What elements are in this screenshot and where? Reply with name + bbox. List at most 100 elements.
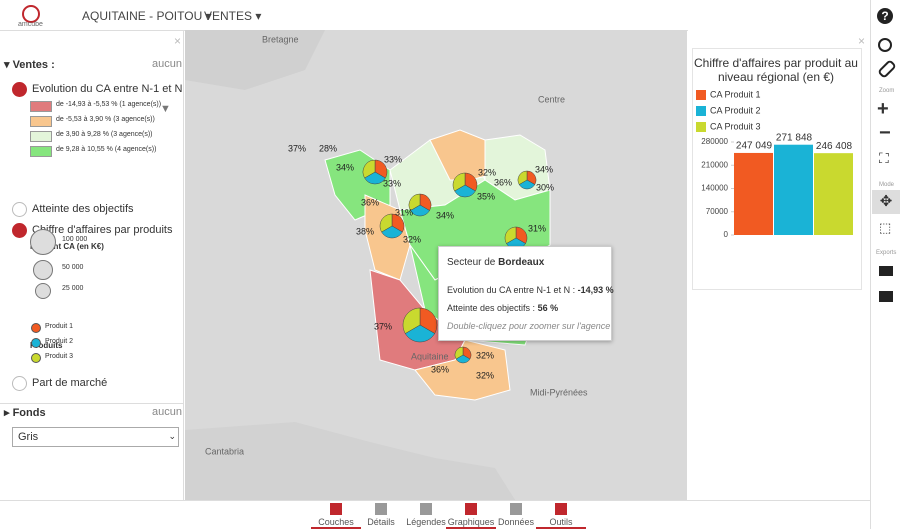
tooltip-label: Atteinte des objectifs : — [447, 303, 536, 313]
tooltip-hint: Double-cliquez pour zoomer sur l'agence — [447, 321, 611, 331]
search[interactable] — [878, 38, 892, 52]
clear[interactable]: aucun — [152, 58, 182, 70]
pie-slice — [454, 184, 476, 198]
product-dot — [31, 338, 41, 348]
map-label: 33% — [383, 178, 401, 188]
legend-label: de -5,53 à 3,90 % (3 agence(s)) — [56, 116, 155, 123]
select-tool[interactable]: ⬚ — [879, 220, 892, 235]
section-title: ▾ Ventes : — [4, 59, 55, 71]
close[interactable]: × — [174, 34, 182, 48]
pie-slice — [504, 226, 517, 244]
tab[interactable]: Graphiques — [446, 503, 496, 529]
bar — [774, 144, 813, 235]
map-label: 31% — [528, 223, 546, 233]
pie-slice — [410, 204, 430, 217]
legend-label: CA Produit 3 — [710, 121, 761, 131]
fullscreen[interactable]: ⛶ — [879, 150, 889, 166]
size-circle — [33, 260, 53, 280]
tab-icon — [555, 503, 567, 515]
map-label: 32% — [403, 234, 421, 244]
bar — [734, 152, 773, 235]
checkbox[interactable] — [12, 202, 27, 217]
tab[interactable]: Outils — [536, 503, 586, 529]
place-name: Bretagne — [262, 34, 299, 44]
checkbox[interactable] — [12, 82, 27, 97]
pie-slice — [404, 324, 436, 343]
zoom-out[interactable]: − — [879, 122, 891, 144]
region-menu[interactable]: AQUITAINE - POITOU ▾ — [82, 9, 212, 23]
tab-label[interactable]: Graphiques — [447, 517, 495, 527]
section: Ventes : — [12, 59, 55, 71]
sales-menu[interactable]: VENTES ▾ — [204, 9, 262, 23]
value-label: 271 848 — [776, 132, 813, 143]
product-dot — [31, 353, 41, 363]
pan[interactable]: ✥ — [872, 190, 900, 214]
tooltip-value: -14,93 % — [577, 285, 614, 295]
layer-label[interactable]: Evolution du CA entre N-1 et N — [32, 83, 183, 95]
legend-swatch — [696, 106, 706, 116]
map-label: 32% — [478, 167, 496, 177]
product-dot — [31, 323, 41, 333]
tab-label[interactable]: Données — [497, 517, 535, 527]
product-label: Produit 2 — [45, 338, 74, 345]
toolbar: ? Zoom + − ⛶ Mode ✥ ⬚ Exports — [870, 0, 900, 529]
layer-label[interactable]: Atteinte des objectifs — [32, 203, 134, 215]
map-label: 34% — [336, 162, 354, 172]
size-circle — [30, 229, 56, 255]
fonds: Fonds — [12, 407, 46, 419]
legend-label: CA Produit 1 — [710, 89, 761, 99]
logo: amcube — [18, 21, 43, 28]
checkbox[interactable] — [12, 223, 27, 238]
layer-label[interactable]: Chiffre d'affaires par produits — [32, 224, 173, 236]
tab-label[interactable]: Légendes — [406, 517, 446, 527]
tab-icon — [465, 503, 477, 515]
map-label: 35% — [477, 191, 495, 201]
bar — [814, 153, 853, 235]
tab-label[interactable]: Outils — [549, 517, 573, 527]
print[interactable] — [879, 266, 893, 276]
select-value[interactable]: Gris — [18, 431, 39, 443]
size-label: 50 000 — [62, 264, 84, 271]
menu[interactable]: VENTES — [204, 9, 253, 23]
legend-label: de 9,28 à 10,55 % (4 agence(s)) — [56, 146, 157, 153]
clear[interactable]: aucun — [152, 406, 182, 418]
select[interactable]: Gris ⌄ — [12, 427, 179, 447]
zoom-in[interactable]: + — [877, 98, 889, 120]
link[interactable] — [877, 59, 897, 79]
legend-swatch — [30, 131, 52, 142]
checkbox[interactable] — [12, 376, 27, 391]
top-bar: amcube AQUITAINE - POITOU ▾ VENTES ▾ — [0, 0, 900, 31]
legend-swatch — [696, 122, 706, 132]
tab-label[interactable]: Couches — [318, 517, 354, 527]
map-label: 32% — [476, 350, 494, 360]
y-tick-label: 210000 — [701, 160, 728, 169]
layer-label[interactable]: Part de marché — [32, 377, 108, 389]
region[interactable]: AQUITAINE - POITOU — [82, 9, 203, 23]
pie-slice — [381, 225, 403, 239]
tab-bar — [0, 500, 870, 530]
select-arrow[interactable]: ⌄ — [168, 431, 176, 441]
product-label: Produit 1 — [45, 323, 74, 330]
tooltip-title: Secteur de Bordeaux — [447, 257, 544, 268]
pie-slice — [379, 213, 393, 233]
chart-panel: × Chiffre d'affaires par produit au nive… — [688, 30, 870, 500]
tooltip-line: Atteinte des objectifs : 56 % — [447, 303, 558, 313]
tab[interactable]: Couches — [311, 503, 361, 529]
image-export[interactable] — [879, 291, 893, 302]
y-tick-label: 280000 — [701, 137, 728, 146]
size-label: 25 000 — [62, 285, 84, 292]
group-label: Exports — [876, 250, 897, 256]
y-tick-label: 140000 — [701, 184, 728, 193]
tooltip-label: Evolution du CA entre N-1 et N : — [447, 285, 576, 295]
tab-label[interactable]: Détails — [367, 517, 395, 527]
tab[interactable]: Légendes — [401, 503, 451, 527]
map-label: 34% — [436, 210, 454, 220]
tooltip-name: Bordeaux — [498, 257, 545, 268]
tab[interactable]: Détails — [356, 503, 406, 527]
map-label: 38% — [356, 226, 374, 236]
close[interactable]: × — [858, 34, 866, 48]
help[interactable]: ? — [877, 8, 893, 24]
tab[interactable]: Données — [491, 503, 541, 527]
products-title: Produits — [30, 341, 63, 350]
